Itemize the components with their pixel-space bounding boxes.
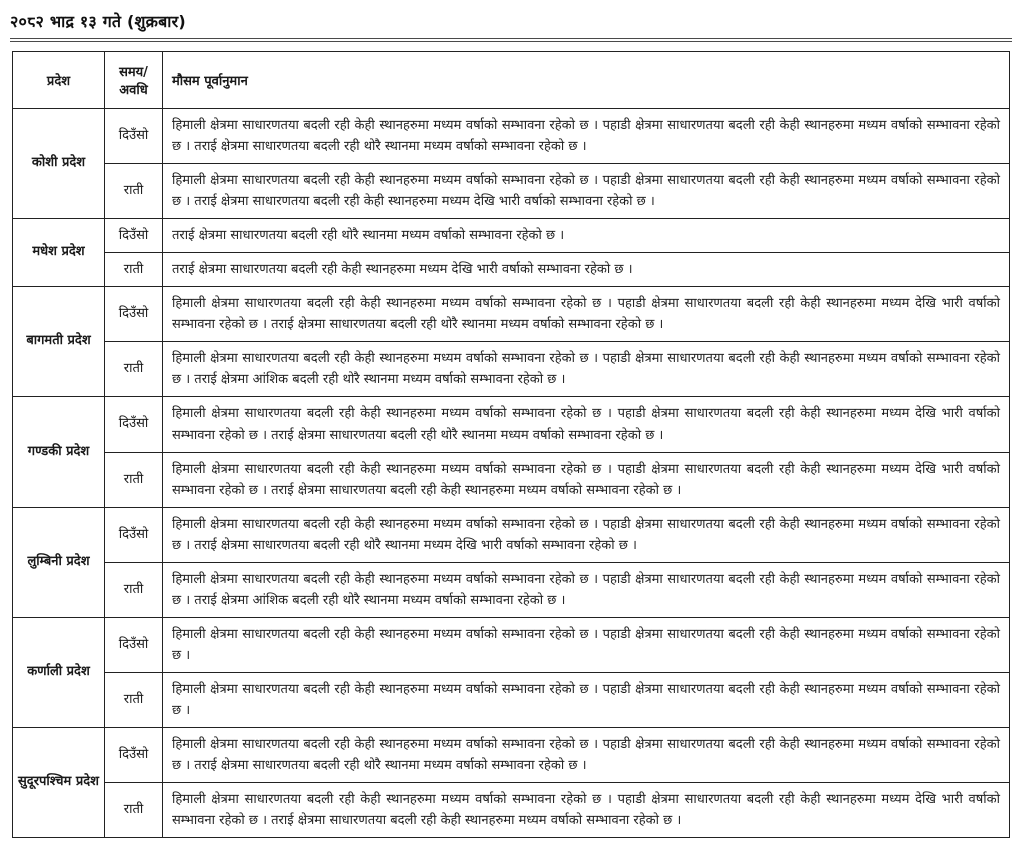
forecast-day: हिमाली क्षेत्रमा साधारणतया बदली रही केही…	[162, 396, 1010, 453]
forecast-night: हिमाली क्षेत्रमा साधारणतया बदली रही केही…	[162, 561, 1010, 618]
table-row: मधेश प्रदेश दिउँसो तराई क्षेत्रमा साधारण…	[12, 218, 1010, 288]
time-label-day: दिउँसो	[104, 727, 163, 784]
forecast-night: हिमाली क्षेत्रमा साधारणतया बदली रही केही…	[162, 163, 1010, 220]
table-row: राती हिमाली क्षेत्रमा साधारणतया बदली रही…	[13, 341, 1010, 398]
province-group-gandaki: गण्डकी प्रदेश दिउँसो हिमाली क्षेत्रमा सा…	[12, 396, 1010, 508]
forecast-night: हिमाली क्षेत्रमा साधारणतया बदली रही केही…	[162, 671, 1010, 729]
province-group-bagmati: बागमती प्रदेश दिउँसो हिमाली क्षेत्रमा सा…	[12, 286, 1010, 398]
province-group-koshi: कोशी प्रदेश दिउँसो हिमाली क्षेत्रमा साधा…	[12, 107, 1010, 220]
table-row: बागमती प्रदेश दिउँसो हिमाली क्षेत्रमा सा…	[12, 286, 1010, 398]
province-name: मधेश प्रदेश	[12, 218, 105, 288]
time-label-day: दिउँसो	[104, 506, 163, 563]
province-group-sudurpashchim: सुदूरपश्चिम प्रदेश दिउँसो हिमाली क्षेत्र…	[12, 727, 1010, 839]
province-group-lumbini: लुम्बिनी प्रदेश दिउँसो हिमाली क्षेत्रमा …	[12, 506, 1010, 618]
time-label-night: राती	[104, 341, 163, 398]
page-title: २०८२ भाद्र १३ गते (शुक्रबार)	[10, 12, 186, 31]
table-row: लुम्बिनी प्रदेश दिउँसो हिमाली क्षेत्रमा …	[12, 506, 1010, 618]
province-name: सुदूरपश्चिम प्रदेश	[12, 727, 105, 839]
province-name: गण्डकी प्रदेश	[12, 396, 105, 508]
time-label-day: दिउँसो	[104, 616, 163, 673]
table-row: कोशी प्रदेश दिउँसो हिमाली क्षेत्रमा साधा…	[12, 107, 1010, 220]
table-row: राती हिमाली क्षेत्रमा साधारणतया बदली रही…	[13, 163, 1010, 220]
time-label-day: दिउँसो	[104, 218, 163, 254]
province-name: बागमती प्रदेश	[12, 286, 105, 398]
title-divider	[10, 38, 1012, 42]
time-label-day: दिउँसो	[104, 396, 163, 453]
table-row: राती हिमाली क्षेत्रमा साधारणतया बदली रही…	[13, 782, 1010, 839]
province-group-madhesh: मधेश प्रदेश दिउँसो तराई क्षेत्रमा साधारण…	[12, 218, 1010, 288]
province-name: कोशी प्रदेश	[12, 107, 105, 220]
time-label-night: राती	[104, 451, 163, 508]
table-row: कर्णाली प्रदेश दिउँसो हिमाली क्षेत्रमा स…	[12, 616, 1010, 729]
forecast-day: हिमाली क्षेत्रमा साधारणतया बदली रही केही…	[162, 727, 1010, 784]
header-time: समय/ अवधि	[104, 51, 163, 109]
time-label-day: दिउँसो	[104, 286, 163, 343]
table-row: राती तराई क्षेत्रमा साधारणतया बदली रही क…	[13, 252, 1010, 288]
header-forecast: मौसम पूर्वानुमान	[162, 51, 1010, 109]
province-name: कर्णाली प्रदेश	[12, 616, 105, 729]
forecast-day: हिमाली क्षेत्रमा साधारणतया बदली रही केही…	[162, 107, 1010, 165]
forecast-night: हिमाली क्षेत्रमा साधारणतया बदली रही केही…	[162, 782, 1010, 839]
forecast-night: हिमाली क्षेत्रमा साधारणतया बदली रही केही…	[162, 341, 1010, 398]
forecast-day: तराई क्षेत्रमा साधारणतया बदली रही थोरै स…	[162, 218, 1010, 254]
table-row: राती हिमाली क्षेत्रमा साधारणतया बदली रही…	[13, 671, 1010, 729]
table-header: प्रदेश समय/ अवधि मौसम पूर्वानुमान	[12, 51, 1010, 109]
forecast-day: हिमाली क्षेत्रमा साधारणतया बदली रही केही…	[162, 286, 1010, 343]
time-label-night: राती	[104, 782, 163, 839]
time-label-night: राती	[104, 163, 163, 220]
table-row: गण्डकी प्रदेश दिउँसो हिमाली क्षेत्रमा सा…	[12, 396, 1010, 508]
forecast-table: प्रदेश समय/ अवधि मौसम पूर्वानुमान कोशी प…	[12, 51, 1010, 839]
time-label-day: दिउँसो	[104, 107, 163, 165]
time-label-night: राती	[104, 561, 163, 618]
table-row: राती हिमाली क्षेत्रमा साधारणतया बदली रही…	[13, 561, 1010, 618]
forecast-day: हिमाली क्षेत्रमा साधारणतया बदली रही केही…	[162, 506, 1010, 563]
forecast-day: हिमाली क्षेत्रमा साधारणतया बदली रही केही…	[162, 616, 1010, 673]
table-row: राती हिमाली क्षेत्रमा साधारणतया बदली रही…	[13, 451, 1010, 508]
header-province: प्रदेश	[12, 51, 105, 109]
province-name: लुम्बिनी प्रदेश	[12, 506, 105, 618]
time-label-night: राती	[104, 252, 163, 288]
province-group-karnali: कर्णाली प्रदेश दिउँसो हिमाली क्षेत्रमा स…	[12, 616, 1010, 729]
table-row: सुदूरपश्चिम प्रदेश दिउँसो हिमाली क्षेत्र…	[12, 727, 1010, 839]
time-label-night: राती	[104, 671, 163, 729]
forecast-night: तराई क्षेत्रमा साधारणतया बदली रही केही स…	[162, 252, 1010, 288]
forecast-night: हिमाली क्षेत्रमा साधारणतया बदली रही केही…	[162, 451, 1010, 508]
header-row: प्रदेश समय/ अवधि मौसम पूर्वानुमान	[12, 51, 1010, 109]
